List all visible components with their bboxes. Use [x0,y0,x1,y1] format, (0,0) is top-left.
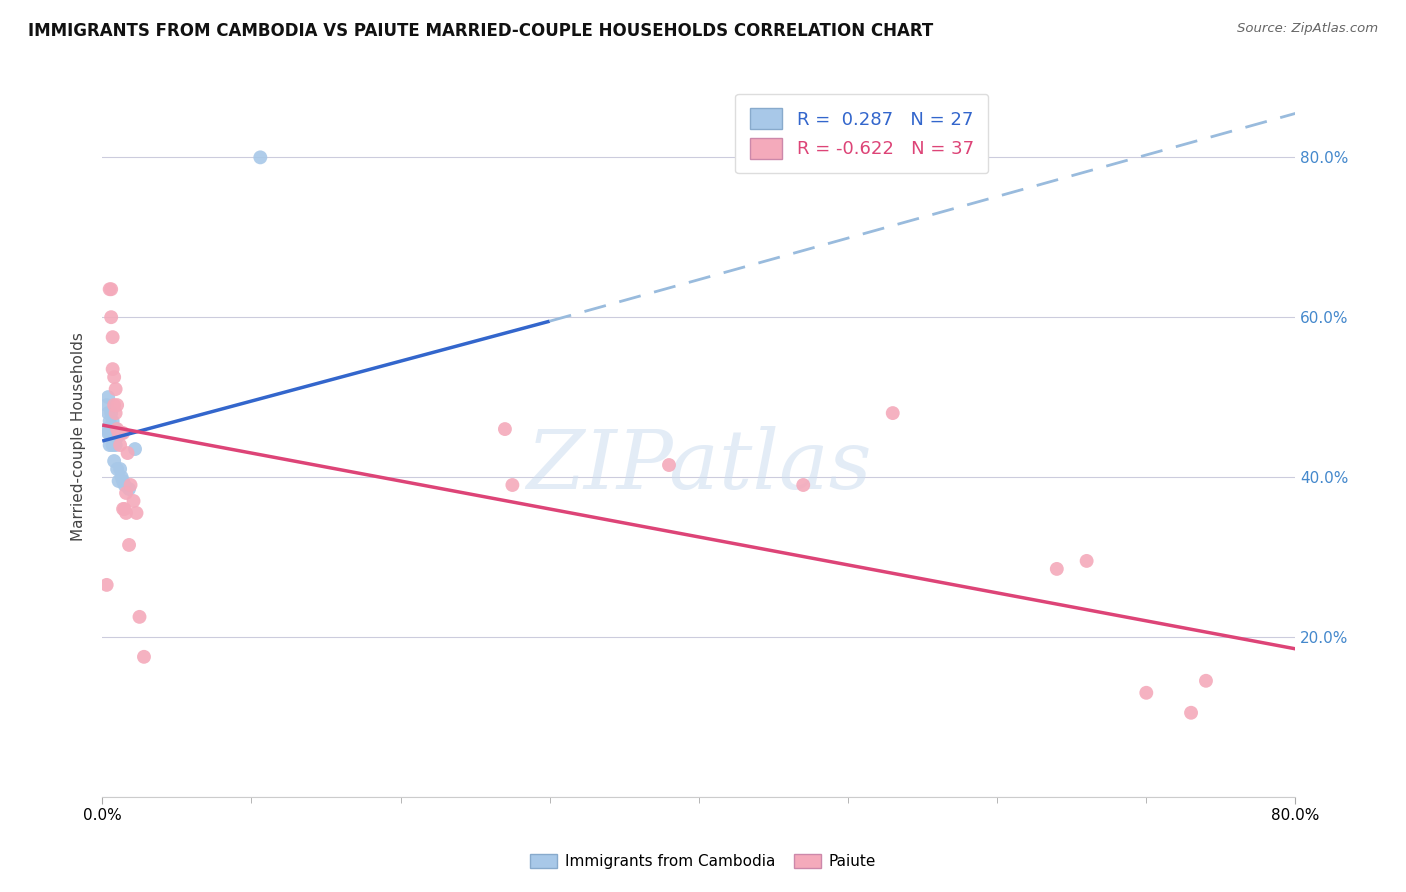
Y-axis label: Married-couple Households: Married-couple Households [72,333,86,541]
Point [115,486,138,500]
Point [112,502,135,516]
Legend: R =  0.287   N = 27, R = -0.622   N = 37: R = 0.287 N = 27, R = -0.622 N = 37 [735,94,988,173]
Point [108,462,131,476]
Point [110,470,132,484]
Point [101,330,124,344]
Point [103,370,125,384]
Legend: Immigrants from Cambodia, Paiute: Immigrants from Cambodia, Paiute [523,847,883,875]
Text: ZIPatlas: ZIPatlas [526,425,872,506]
Point [249,150,271,164]
Text: Source: ZipAtlas.com: Source: ZipAtlas.com [1237,22,1378,36]
Point [882,406,904,420]
Point [115,506,138,520]
Point [1195,673,1218,688]
Point [1076,554,1098,568]
Point [97,406,120,420]
Point [124,442,146,456]
Point [101,438,124,452]
Point [97,390,120,404]
Point [104,382,127,396]
Point [1135,686,1157,700]
Point [122,494,145,508]
Point [101,414,124,428]
Point [118,482,141,496]
Point [104,438,127,452]
Point [104,406,127,420]
Point [96,398,118,412]
Point [98,438,121,452]
Point [105,398,128,412]
Point [114,502,136,516]
Point [658,458,681,472]
Point [98,425,121,440]
Point [107,474,129,488]
Point [98,282,121,296]
Point [100,406,122,420]
Point [114,478,136,492]
Point [103,454,125,468]
Point [132,649,155,664]
Point [118,538,141,552]
Point [103,430,125,444]
Point [103,398,125,412]
Point [97,425,120,440]
Point [112,474,135,488]
Point [101,425,124,440]
Point [96,578,118,592]
Point [104,422,127,436]
Point [105,422,128,436]
Point [1180,706,1202,720]
Point [501,478,523,492]
Point [107,425,129,440]
Point [100,310,122,325]
Point [120,478,142,492]
Point [96,422,118,436]
Point [125,506,148,520]
Point [112,425,135,440]
Point [1046,562,1069,576]
Point [98,414,121,428]
Point [110,425,132,440]
Point [105,462,128,476]
Text: IMMIGRANTS FROM CAMBODIA VS PAIUTE MARRIED-COUPLE HOUSEHOLDS CORRELATION CHART: IMMIGRANTS FROM CAMBODIA VS PAIUTE MARRI… [28,22,934,40]
Point [105,430,128,444]
Point [128,610,150,624]
Point [117,446,139,460]
Point [494,422,516,436]
Point [108,438,131,452]
Point [100,282,122,296]
Point [100,422,122,436]
Point [101,362,124,376]
Point [792,478,814,492]
